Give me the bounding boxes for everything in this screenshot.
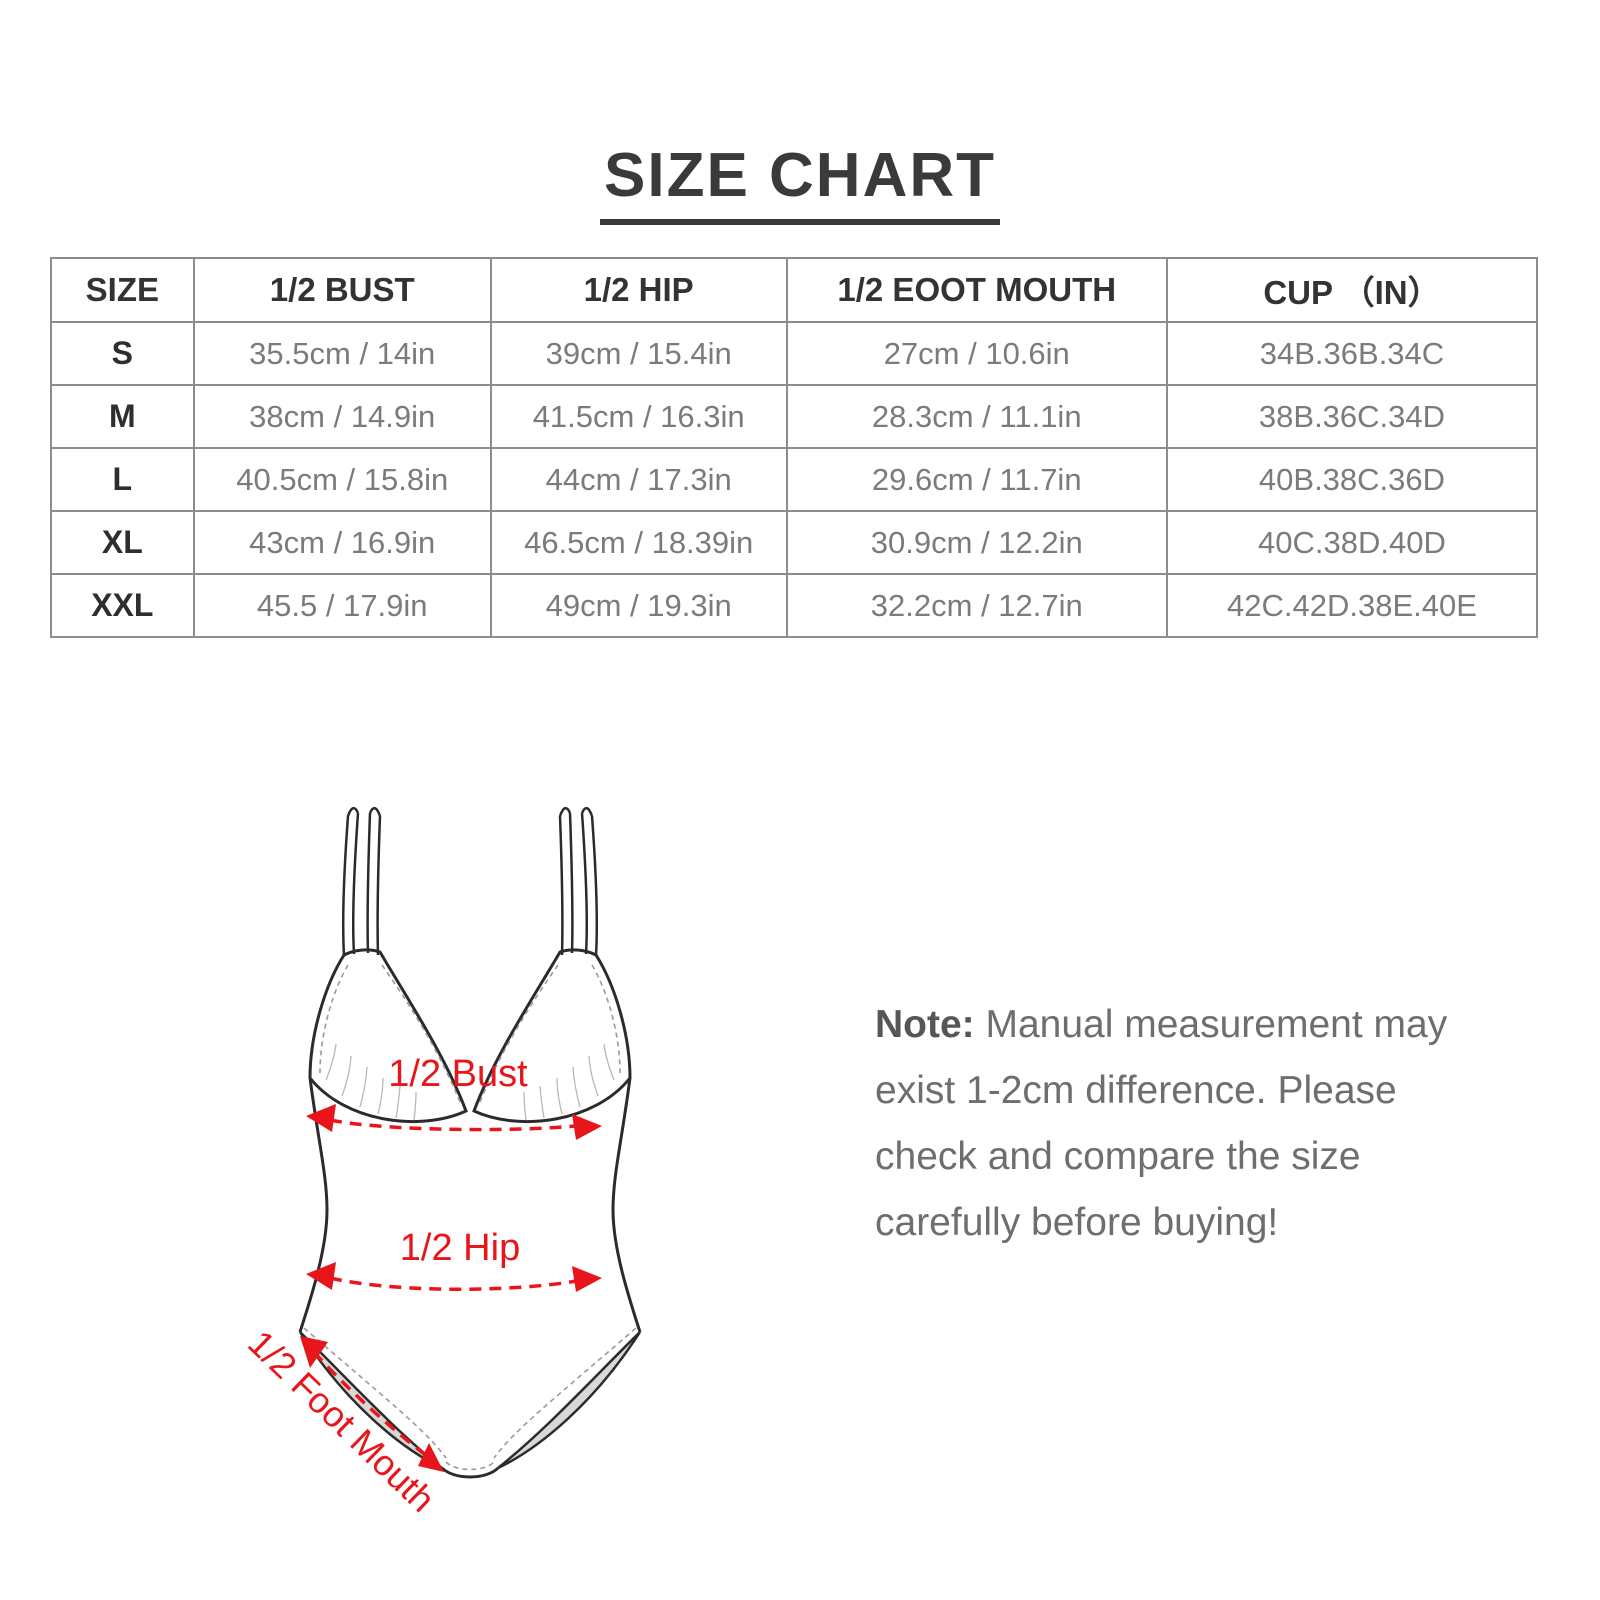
bust-label: 1/2 Bust: [388, 1053, 528, 1095]
foot-mouth-arrow: [312, 1350, 434, 1462]
hip-arrowhead-left: [306, 1262, 336, 1290]
hip-arrow: [329, 1276, 593, 1292]
cell-foot-mouth: 27cm / 10.6in: [785, 321, 1168, 386]
cell-bust: 45.5 / 17.9in: [192, 573, 492, 638]
cell-bust: 38cm / 14.9in: [192, 384, 492, 449]
leg-seam-dashed-right: [493, 1327, 637, 1459]
column-header-cup: CUP （IN）: [1165, 257, 1539, 323]
wrinkle-lines: [325, 1043, 615, 1121]
column-header-foot-mouth: 1/2 EOOT MOUTH: [785, 257, 1168, 323]
hip-arrowhead-right: [572, 1266, 602, 1292]
cell-cup: 40C.38D.40D: [1165, 510, 1539, 575]
table-row: M 38cm / 14.9in 41.5cm / 16.3in 28.3cm /…: [50, 384, 1539, 449]
crotch-edge: [440, 1466, 500, 1479]
cell-size: L: [50, 447, 195, 512]
cell-foot-mouth: 30.9cm / 12.2in: [785, 510, 1168, 575]
cell-hip: 49cm / 19.3in: [489, 573, 788, 638]
cell-hip: 44cm / 17.3in: [489, 447, 788, 512]
page-title: SIZE CHART: [600, 140, 1000, 225]
cell-bust: 43cm / 16.9in: [192, 510, 492, 575]
note-label: Note:: [875, 1003, 975, 1046]
title-wrap: SIZE CHART: [0, 140, 1600, 225]
table-row: XXL 45.5 / 17.9in 49cm / 19.3in 32.2cm /…: [50, 573, 1539, 638]
cell-cup: 34B.36B.34C: [1165, 321, 1539, 386]
table-header-row: SIZE 1/2 BUST 1/2 HIP 1/2 EOOT MOUTH CUP…: [50, 257, 1539, 323]
cell-bust: 35.5cm / 14in: [192, 321, 492, 386]
cell-cup: 40B.38C.36D: [1165, 447, 1539, 512]
cell-foot-mouth: 28.3cm / 11.1in: [785, 384, 1168, 449]
size-table: SIZE 1/2 BUST 1/2 HIP 1/2 EOOT MOUTH CUP…: [50, 257, 1539, 638]
cell-cup: 42C.42D.38E.40E: [1165, 573, 1539, 638]
cell-hip: 41.5cm / 16.3in: [489, 384, 788, 449]
note-body: Manual measurement may exist 1-2cm diffe…: [875, 1003, 1448, 1244]
note-text: Note: Manual measurement may exist 1-2cm…: [875, 992, 1505, 1256]
silhouette-left: [298, 1077, 329, 1333]
bust-arrow: [329, 1118, 593, 1132]
cup-seams-dashed: [319, 964, 621, 1103]
cell-foot-mouth: 32.2cm / 12.7in: [785, 573, 1168, 638]
table-row: XL 43cm / 16.9in 46.5cm / 18.39in 30.9cm…: [50, 510, 1539, 575]
swimsuit-diagram: 1/2 Bust 1/2 Hip 1/2 Foot Mouth: [240, 807, 642, 1520]
bust-arrowhead-right: [572, 1114, 602, 1140]
cup-left: [308, 948, 468, 1124]
cell-foot-mouth: 29.6cm / 11.7in: [785, 447, 1168, 512]
cell-size: XXL: [50, 573, 195, 638]
table-row: S 35.5cm / 14in 39cm / 15.4in 27cm / 10.…: [50, 321, 1539, 386]
cup-right: [472, 948, 632, 1124]
leg-seam-dashed-left: [303, 1327, 447, 1459]
foot-mouth-arrowhead-top: [300, 1336, 328, 1368]
cell-size: M: [50, 384, 195, 449]
shoulder-straps: [341, 807, 599, 957]
crotch-seam-dashed: [445, 1461, 495, 1471]
cell-hip: 46.5cm / 18.39in: [489, 510, 788, 575]
table-row: L 40.5cm / 15.8in 44cm / 17.3in 29.6cm /…: [50, 447, 1539, 512]
cell-size: XL: [50, 510, 195, 575]
column-header-bust: 1/2 BUST: [192, 257, 492, 323]
column-header-hip: 1/2 HIP: [489, 257, 788, 323]
bust-arrowhead-left: [306, 1104, 336, 1132]
cell-size: S: [50, 321, 195, 386]
cell-cup: 38B.36C.34D: [1165, 384, 1539, 449]
foot-mouth-arrowhead-bottom: [418, 1443, 444, 1472]
cell-hip: 39cm / 15.4in: [489, 321, 788, 386]
cell-bust: 40.5cm / 15.8in: [192, 447, 492, 512]
hip-label: 1/2 Hip: [400, 1227, 520, 1269]
column-header-size: SIZE: [50, 257, 195, 323]
silhouette-right: [611, 1077, 642, 1333]
